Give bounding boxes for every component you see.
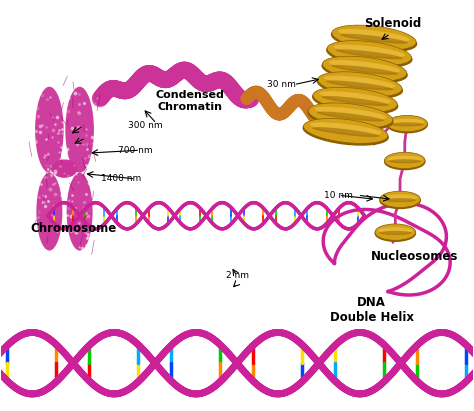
- Text: 700 nm: 700 nm: [118, 146, 153, 155]
- Ellipse shape: [334, 44, 405, 57]
- Ellipse shape: [67, 173, 92, 251]
- Ellipse shape: [384, 152, 425, 169]
- Ellipse shape: [322, 56, 407, 81]
- Ellipse shape: [317, 73, 403, 99]
- Ellipse shape: [326, 81, 393, 90]
- Text: 1400 nm: 1400 nm: [101, 174, 141, 183]
- Ellipse shape: [340, 34, 408, 44]
- Ellipse shape: [331, 26, 417, 52]
- Ellipse shape: [52, 159, 77, 178]
- Ellipse shape: [327, 41, 411, 66]
- Ellipse shape: [384, 198, 416, 202]
- Ellipse shape: [321, 96, 389, 106]
- Ellipse shape: [312, 127, 379, 137]
- Ellipse shape: [379, 192, 421, 209]
- Ellipse shape: [326, 42, 412, 68]
- Ellipse shape: [318, 72, 402, 97]
- Ellipse shape: [378, 227, 412, 234]
- Ellipse shape: [389, 159, 421, 163]
- Ellipse shape: [313, 88, 397, 112]
- Ellipse shape: [310, 122, 382, 135]
- Ellipse shape: [388, 155, 422, 162]
- Ellipse shape: [390, 119, 424, 125]
- Text: Solenoid: Solenoid: [365, 17, 421, 30]
- Text: Chromosome: Chromosome: [31, 222, 117, 235]
- Ellipse shape: [324, 76, 396, 88]
- Text: 300 nm: 300 nm: [128, 121, 162, 130]
- Text: 10 nm: 10 nm: [324, 191, 353, 200]
- Text: DNA
Double Helix: DNA Double Helix: [330, 296, 414, 324]
- Ellipse shape: [374, 225, 416, 242]
- Ellipse shape: [303, 118, 388, 143]
- Ellipse shape: [391, 122, 423, 127]
- Ellipse shape: [380, 191, 420, 208]
- Ellipse shape: [379, 231, 411, 235]
- Ellipse shape: [329, 60, 401, 73]
- Ellipse shape: [35, 87, 64, 173]
- Ellipse shape: [317, 111, 384, 122]
- Ellipse shape: [307, 104, 393, 130]
- Ellipse shape: [387, 115, 428, 132]
- Ellipse shape: [65, 87, 94, 173]
- Ellipse shape: [383, 194, 417, 201]
- Ellipse shape: [302, 120, 389, 146]
- Ellipse shape: [312, 88, 398, 115]
- Text: Nucleosomes: Nucleosomes: [371, 250, 458, 263]
- Ellipse shape: [332, 25, 416, 50]
- Ellipse shape: [319, 91, 391, 104]
- Ellipse shape: [308, 103, 392, 128]
- Ellipse shape: [315, 107, 386, 119]
- Ellipse shape: [321, 58, 408, 83]
- Ellipse shape: [386, 116, 428, 134]
- Text: 2 nm: 2 nm: [226, 270, 248, 279]
- Ellipse shape: [331, 65, 398, 75]
- Text: Condensed
Chromatin: Condensed Chromatin: [155, 90, 224, 112]
- Text: 30 nm: 30 nm: [267, 80, 296, 89]
- Ellipse shape: [36, 173, 63, 251]
- Ellipse shape: [384, 153, 426, 170]
- Ellipse shape: [336, 49, 403, 59]
- Ellipse shape: [338, 29, 410, 42]
- Ellipse shape: [375, 224, 416, 240]
